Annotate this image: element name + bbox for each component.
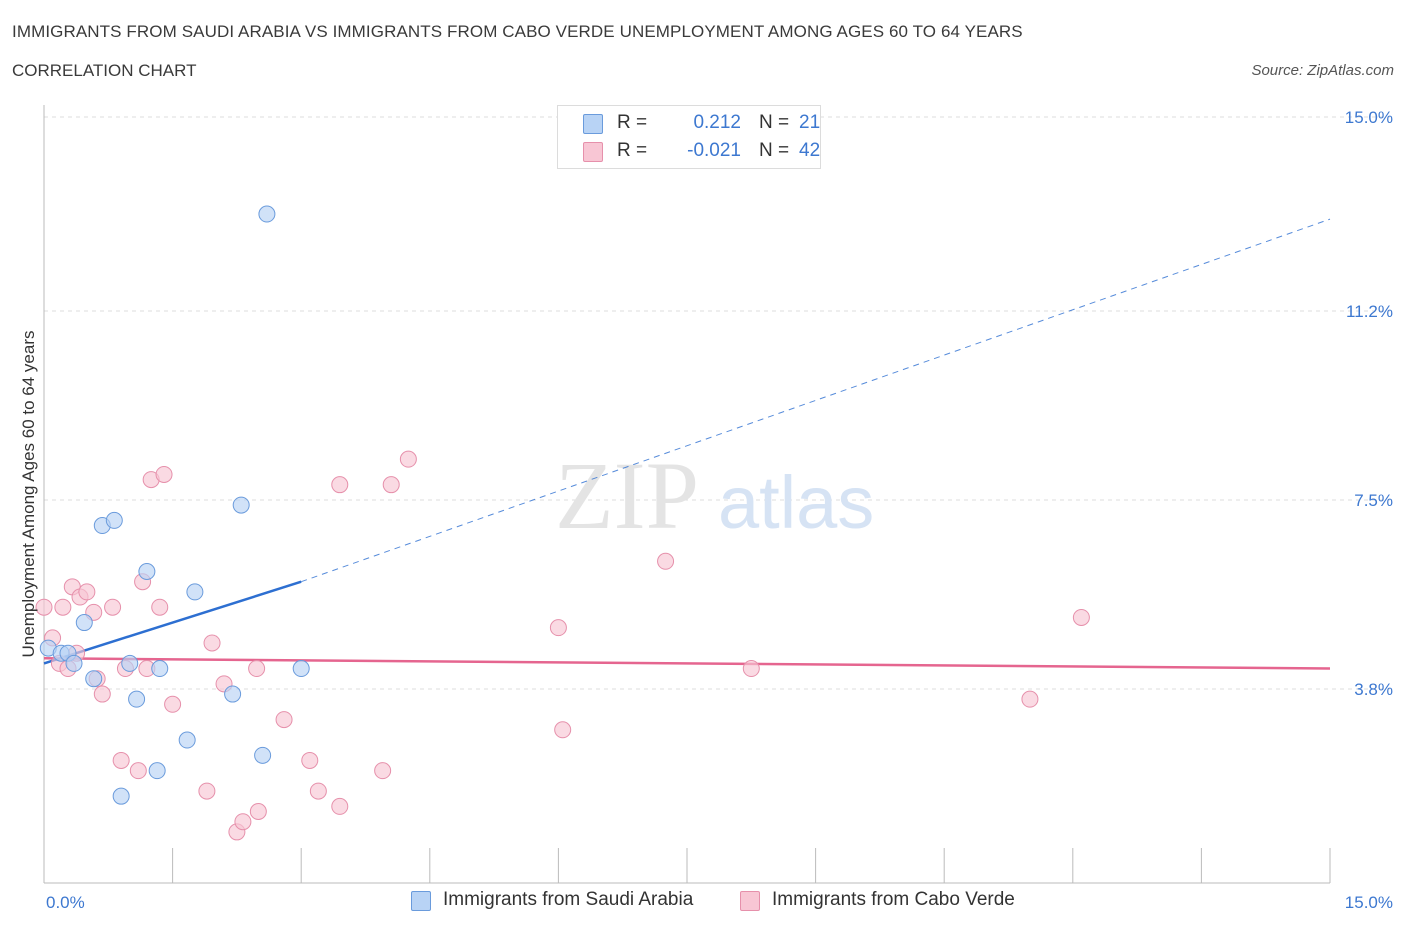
legend-swatch-pink (583, 142, 603, 162)
point-cabo-verde (301, 751, 319, 769)
point-saudi-arabia (254, 746, 272, 764)
point-saudi-arabia (85, 670, 103, 688)
trendline-saudi-arabia-extrapolated (301, 218, 1331, 583)
point-cabo-verde (1072, 608, 1090, 626)
series-label: Immigrants from Saudi Arabia (443, 889, 694, 910)
legend-r-label: R = (617, 112, 648, 133)
source-credit: Source: ZipAtlas.com (1251, 62, 1394, 79)
chart-title: IMMIGRANTS FROM SAUDI ARABIA VS IMMIGRAN… (12, 22, 1023, 41)
point-cabo-verde (93, 685, 111, 703)
point-saudi-arabia (292, 660, 310, 678)
axes-layer (43, 105, 1331, 884)
point-cabo-verde (164, 695, 182, 713)
point-cabo-verde (234, 813, 252, 831)
y-tick-label: 15.0% (1345, 108, 1393, 127)
point-saudi-arabia (232, 496, 250, 514)
point-cabo-verde (78, 583, 96, 601)
trendline-cabo-verde (43, 657, 1331, 670)
watermark-atlas: atlas (718, 461, 874, 544)
point-cabo-verde (54, 598, 72, 616)
point-cabo-verde (129, 762, 147, 780)
legend-r-label: R = (617, 140, 648, 161)
trendline-saudi-arabia (43, 580, 302, 665)
y-axis-label: Unemployment Among Ages 60 to 64 years (19, 331, 38, 658)
zipatlas-watermark: ZIP atlas (555, 442, 874, 549)
point-saudi-arabia (65, 654, 83, 672)
x-tick-label-max: 15.0% (1345, 893, 1393, 912)
legend-r-value: -0.021 (687, 140, 741, 161)
series-swatch-pink (740, 891, 760, 911)
point-saudi-arabia (112, 787, 130, 805)
point-saudi-arabia (148, 762, 166, 780)
point-cabo-verde (331, 476, 349, 494)
point-cabo-verde (104, 598, 122, 616)
point-saudi-arabia (151, 660, 169, 678)
y-tick-label: 7.5% (1354, 491, 1393, 510)
series-label: Immigrants from Cabo Verde (772, 889, 1015, 910)
point-cabo-verde (203, 634, 221, 652)
point-cabo-verde (155, 465, 173, 483)
legend-n-label: N = (759, 112, 790, 133)
y-tick-label: 3.8% (1354, 680, 1393, 699)
point-cabo-verde (382, 476, 400, 494)
point-saudi-arabia (178, 731, 196, 749)
tick-labels: 3.8% 7.5% 11.2% 15.0% 0.0% 15.0% (46, 108, 1393, 912)
point-cabo-verde (399, 450, 417, 468)
point-cabo-verde (35, 598, 53, 616)
point-cabo-verde (248, 660, 266, 678)
point-saudi-arabia (224, 685, 242, 703)
point-saudi-arabia (138, 562, 156, 580)
point-saudi-arabia (121, 654, 139, 672)
point-cabo-verde (1021, 690, 1039, 708)
point-cabo-verde (657, 552, 675, 570)
point-saudi-arabia (258, 205, 276, 223)
legend-n-value: 21 (799, 112, 821, 133)
chart-subtitle: CORRELATION CHART (12, 61, 197, 80)
point-cabo-verde (554, 721, 572, 739)
series-swatch-blue (411, 891, 431, 911)
point-cabo-verde (549, 619, 567, 637)
point-cabo-verde (309, 782, 327, 800)
point-saudi-arabia (105, 511, 123, 529)
point-cabo-verde (742, 660, 760, 678)
point-cabo-verde (374, 762, 392, 780)
point-cabo-verde (331, 797, 349, 815)
point-cabo-verde (151, 598, 169, 616)
point-cabo-verde (198, 782, 216, 800)
legend-swatch-blue (583, 114, 603, 134)
legend-n-label: N = (759, 140, 790, 161)
x-tick-label-min: 0.0% (46, 893, 85, 912)
point-cabo-verde (249, 803, 267, 821)
watermark-zip: ZIP (555, 442, 699, 549)
point-saudi-arabia (186, 583, 204, 601)
point-cabo-verde (112, 751, 130, 769)
correlation-legend: R = 0.212 N = 21 R = -0.021 N = 42 (557, 105, 821, 169)
point-saudi-arabia (128, 690, 146, 708)
legend-r-value: 0.212 (693, 112, 741, 133)
point-cabo-verde (275, 711, 293, 729)
legend-n-value: 42 (799, 140, 821, 161)
y-tick-label: 11.2% (1346, 302, 1393, 321)
point-saudi-arabia (75, 614, 93, 632)
points-layer (35, 205, 1090, 841)
trend-layer (43, 218, 1331, 670)
grid-layer (44, 116, 1390, 690)
